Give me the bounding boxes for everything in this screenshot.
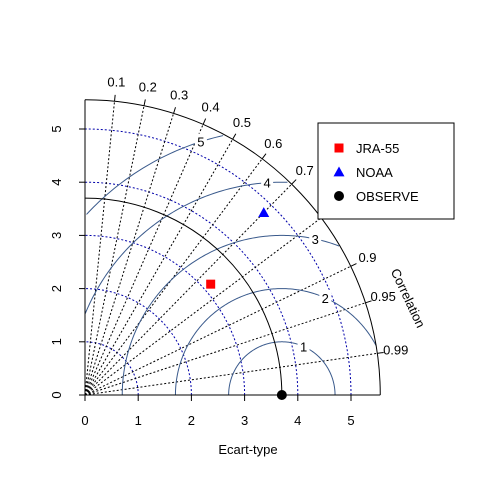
correlation-tick-label: 0.95 <box>371 289 396 304</box>
rms-label: 1 <box>300 339 307 354</box>
legend-label-jra-55: JRA-55 <box>356 141 399 156</box>
correlation-tick-label: 0.6 <box>264 136 282 151</box>
x-tick-label: 0 <box>81 413 88 428</box>
correlation-line <box>84 183 293 396</box>
correlation-tick-label: 0.99 <box>383 343 408 358</box>
point-jra-55 <box>206 279 216 289</box>
sd-arc <box>84 128 352 396</box>
y-tick-label: 1 <box>49 338 64 345</box>
correlation-tick <box>114 94 116 102</box>
correlation-line <box>84 113 175 396</box>
correlation-line <box>84 265 351 396</box>
x-tick-label: 1 <box>135 413 142 428</box>
x-tick-label: 3 <box>241 413 248 428</box>
rms-label-bg <box>194 133 207 149</box>
points-layer <box>206 207 287 400</box>
correlation-tick <box>202 118 207 125</box>
correlation-tick-label: 0.7 <box>296 163 314 178</box>
correlation-line <box>84 101 116 396</box>
correlation-line <box>84 352 378 396</box>
rms-label: 5 <box>197 135 204 150</box>
rms-contour <box>84 181 288 314</box>
correlation-line <box>84 105 145 396</box>
rms-label: 4 <box>264 176 271 191</box>
rms-label: 3 <box>312 232 319 247</box>
x-axis-label: Ecart-type <box>218 442 277 457</box>
sd-arc <box>84 341 139 396</box>
legend-marker-observe <box>334 191 344 201</box>
axis-layer: 0123450123450.10.20.30.40.50.60.70.80.90… <box>49 75 408 428</box>
y-tick-label: 0 <box>49 391 64 398</box>
rms-label-bg <box>261 174 274 190</box>
rms-contour <box>174 288 377 396</box>
rms-label: 2 <box>322 291 329 306</box>
y-tick-label: 5 <box>49 125 64 132</box>
correlation-tick <box>261 153 267 160</box>
y-tick-label: 3 <box>49 232 64 239</box>
y-tick-label: 4 <box>49 179 64 186</box>
correlation-tick <box>143 99 146 106</box>
rms-label-bg <box>319 289 332 305</box>
correlation-tick <box>232 133 237 140</box>
rms-contour <box>121 234 340 396</box>
legend-label-noaa: NOAA <box>356 165 393 180</box>
rms-label-bg <box>297 338 310 354</box>
x-tick-label: 2 <box>188 413 195 428</box>
correlation-tick-label: 0.4 <box>202 99 220 114</box>
sd-arc <box>84 234 246 396</box>
x-tick-label: 4 <box>294 413 301 428</box>
correlation-line <box>84 139 234 396</box>
correlation-line <box>84 158 263 396</box>
legend: JRA-55 NOAA OBSERVE <box>317 122 455 220</box>
legend-marker-noaa <box>333 166 345 177</box>
legend-marker-jra-55 <box>334 143 344 153</box>
rms-label-bg <box>309 230 322 246</box>
correlation-line <box>84 217 322 396</box>
point-observe <box>276 390 287 400</box>
correlation-tick <box>350 263 357 267</box>
correlation-tick-label: 0.5 <box>233 115 251 130</box>
x-tick-label: 5 <box>347 413 354 428</box>
rms-contour <box>228 341 336 395</box>
correlation-tick-label: 0.3 <box>170 88 188 103</box>
correlation-tick <box>173 107 176 114</box>
sd-arc <box>84 288 192 396</box>
reference-arc <box>84 197 283 396</box>
outer-arc <box>84 99 381 396</box>
correlation-tick <box>377 351 384 354</box>
correlation-line <box>84 302 366 396</box>
point-noaa <box>258 207 270 218</box>
correlation-tick-label: 0.9 <box>358 250 376 265</box>
correlation-tick-label: 0.2 <box>139 79 157 94</box>
y-tick-label: 2 <box>49 285 64 292</box>
correlation-tick <box>365 300 372 304</box>
legend-label-observe: OBSERVE <box>356 189 419 204</box>
correlation-tick <box>291 179 297 185</box>
correlation-line <box>84 124 204 396</box>
correlation-tick-label: 0.1 <box>107 75 125 90</box>
grid-layer: 1 2 3 4 5 <box>84 101 378 396</box>
